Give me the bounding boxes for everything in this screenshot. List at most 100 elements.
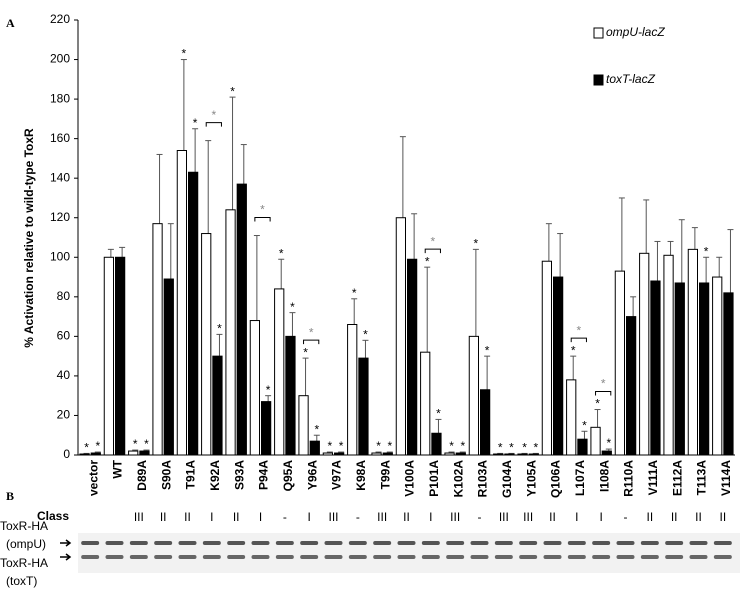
bar: [261, 401, 272, 456]
blot-band: [154, 541, 173, 545]
class-label: I: [575, 510, 578, 524]
bar: [687, 248, 699, 456]
significance-star: *: [182, 47, 187, 61]
class-label: II: [184, 510, 191, 524]
bar: [468, 335, 479, 456]
bar: [371, 452, 382, 456]
x-tick-label: T99A: [378, 460, 392, 490]
y-tick-label: 200: [50, 52, 70, 66]
significance-star: *: [217, 322, 222, 336]
blot-band: [470, 555, 489, 559]
x-tick-label: P94A: [257, 460, 271, 490]
bar: [639, 252, 650, 456]
blot-band: [129, 541, 148, 545]
bar: [395, 217, 406, 456]
bar: [103, 256, 115, 456]
bar: [444, 452, 455, 456]
significance-star: *: [230, 84, 235, 98]
significance-star: *: [363, 327, 368, 341]
class-label: II: [403, 510, 410, 524]
significance-star: *: [144, 437, 149, 451]
significance-star: *: [533, 441, 538, 455]
x-tick-label: vector: [86, 460, 100, 496]
class-label: II: [233, 510, 240, 524]
bar: [176, 150, 187, 456]
bar: [309, 440, 320, 456]
significance-star: *: [387, 439, 392, 453]
blot-label: (toxT): [6, 574, 37, 588]
significance-star: *: [376, 439, 381, 453]
x-tick-label: S93A: [232, 460, 246, 490]
blot-band: [300, 555, 319, 559]
x-tick-label: Y105A: [524, 460, 538, 497]
blot-band: [373, 555, 392, 559]
x-tick-label: WT: [111, 459, 125, 478]
significance-star: *: [704, 244, 709, 258]
blot-band: [81, 555, 100, 559]
bar: [699, 282, 710, 456]
bracket-star: *: [576, 323, 581, 337]
bar: [577, 438, 588, 456]
x-tick-label: Q95A: [281, 460, 295, 492]
bar: [480, 389, 491, 456]
x-tick-label: I108A: [597, 460, 611, 492]
x-tick-label: E112A: [670, 460, 684, 496]
blot-band: [251, 541, 270, 545]
y-tick-label: 20: [57, 408, 71, 422]
class-label: -: [478, 510, 482, 524]
bar: [407, 258, 418, 456]
blot-band: [640, 541, 659, 545]
bar: [79, 453, 90, 456]
blot-band: [470, 541, 489, 545]
bar: [334, 452, 345, 456]
blot-band: [348, 541, 367, 545]
significance-star: *: [582, 418, 587, 432]
bar: [152, 223, 163, 456]
bar: [274, 288, 285, 456]
significance-star: *: [95, 439, 100, 453]
blot-band: [616, 555, 635, 559]
bar: [139, 450, 150, 456]
bracket-star: *: [211, 108, 216, 122]
blot-band: [494, 555, 513, 559]
bar: [382, 452, 393, 456]
significance-star: *: [193, 116, 198, 130]
bar: [528, 453, 539, 456]
x-tick-label: T113A: [695, 460, 709, 496]
significance-star: *: [303, 345, 308, 359]
panel-label: B: [6, 489, 14, 503]
significance-star: *: [328, 439, 333, 453]
class-label: -: [283, 510, 287, 524]
bracket: [254, 217, 271, 222]
blot-band: [202, 555, 221, 559]
bar: [90, 452, 101, 456]
x-tick-label: K102A: [451, 460, 465, 498]
significance-star: *: [498, 441, 503, 455]
class-label: I: [307, 510, 310, 524]
blot-band: [543, 555, 562, 559]
bar: [626, 316, 637, 456]
blot-arrow: [60, 539, 72, 547]
class-label: III: [134, 510, 144, 524]
blot-band: [713, 555, 732, 559]
significance-star: *: [84, 441, 89, 455]
bar: [723, 292, 734, 456]
significance-star: *: [290, 300, 295, 314]
blot-band: [251, 555, 270, 559]
significance-star: *: [279, 246, 284, 260]
y-tick-label: 80: [57, 289, 71, 303]
significance-star: *: [436, 407, 441, 421]
blot-band: [397, 555, 416, 559]
blot-band: [567, 541, 586, 545]
bar: [128, 450, 139, 456]
bar: [358, 357, 369, 456]
blot-band: [421, 541, 440, 545]
legend-label: ompU-lacZ: [606, 25, 665, 39]
blot-band: [494, 541, 513, 545]
blot-band: [105, 555, 124, 559]
panel-label: A: [6, 16, 15, 30]
class-label: III: [450, 510, 460, 524]
x-tick-label: R103A: [476, 460, 490, 498]
blot-band: [592, 541, 611, 545]
